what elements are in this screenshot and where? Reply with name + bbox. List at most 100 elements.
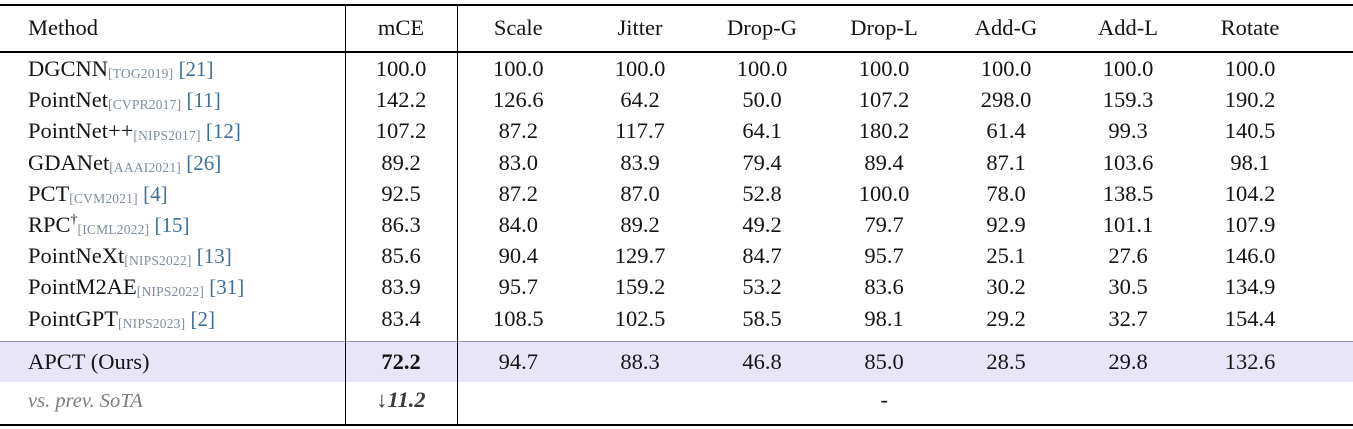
table-row: RPC†[ICML2022] [15] 86.3 84.0 89.2 49.2 79.7 9… [0, 208, 1353, 241]
value-cell: 53.2 [742, 274, 782, 300]
value-cell: 98.1 [1230, 149, 1270, 175]
column-header-jitter: Jitter [579, 5, 701, 53]
value-cell: 107.9 [1224, 212, 1276, 238]
value-cell: 100.0 [980, 56, 1032, 82]
citation-link[interactable]: [13] [191, 244, 232, 269]
table-row: PointM2AE[NIPS2022] [31] 83.9 95.7 159.2 53.… [0, 271, 1353, 303]
value-cell: 50.0 [742, 87, 782, 113]
citation-link[interactable]: [11] [181, 88, 221, 113]
table-row: PointGPT[NIPS2023] [2] 83.4 108.5 102.5 58.5… [0, 302, 1353, 342]
value-cell-mce: 83.9 [344, 271, 457, 303]
venue-tag: [NIPS2023] [118, 315, 186, 331]
value-cell: 79.4 [742, 149, 782, 175]
value-cell: 94.7 [456, 340, 579, 382]
venue-tag: [ICML2022] [77, 221, 150, 237]
value-cell: 190.2 [1224, 87, 1276, 113]
method-cell: PointGPT[NIPS2023] [2] [0, 303, 345, 342]
value-cell: 78.0 [986, 180, 1026, 206]
value-cell: 98.1 [864, 305, 904, 331]
value-cell-mce: 107.2 [344, 115, 457, 147]
sota-mce-cell: ↓11.2 [344, 381, 457, 426]
method-label: PCT [28, 180, 70, 206]
value-cell: 89.4 [864, 149, 904, 175]
table-row: PointNeXt[NIPS2022] [13] 85.6 90.4 129.7 84.… [0, 240, 1353, 272]
highlight-row-apct: APCT (Ours) 72.2 94.7 88.3 46.8 85.0 28.… [0, 340, 1353, 382]
method-label-apct: APCT (Ours) [0, 340, 345, 382]
value-cell: 99.3 [1108, 118, 1148, 144]
value-cell: 108.5 [456, 302, 579, 342]
value-cell: 61.4 [986, 118, 1026, 144]
value-cell: 84.7 [742, 243, 782, 269]
value-cell: 29.2 [986, 305, 1026, 331]
value-cell: 58.5 [742, 305, 782, 331]
header-row: Method mCE Scale Jitter Drop-G Drop-L Add-G Add… [0, 5, 1353, 53]
method-label: PointNet [28, 87, 109, 113]
value-cell: 85.0 [823, 340, 945, 382]
value-cell: 134.9 [1224, 274, 1276, 300]
citation-link[interactable]: [31] [204, 275, 245, 300]
value-cell-mce: 100.0 [344, 52, 457, 85]
value-cell: 30.5 [1108, 274, 1148, 300]
method-cell: PointNeXt[NIPS2022] [13] [0, 240, 345, 271]
value-cell: 117.7 [615, 118, 665, 144]
table-row: PointNet[CVPR2017] [11] 142.2 126.6 64.2 50.… [0, 84, 1353, 116]
value-cell: 159.3 [1102, 87, 1154, 113]
value-cell: 154.4 [1224, 305, 1276, 331]
method-cell: PointNet[CVPR2017] [11] [0, 84, 345, 115]
citation-link[interactable]: [26] [180, 150, 222, 175]
method-cell: PCT[CVM2021] [4] [0, 178, 345, 209]
method-label: GDANet [28, 149, 110, 175]
value-cell: 90.4 [456, 240, 579, 272]
mce-improvement-value: ↓11.2 [376, 386, 426, 412]
value-cell: 101.1 [1102, 212, 1154, 238]
method-label: PointGPT [28, 305, 119, 331]
value-cell: 159.2 [614, 274, 666, 300]
value-cell: 95.7 [456, 271, 579, 303]
sota-delta-row: vs. prev. SoTA ↓11.2 - [0, 381, 1353, 426]
citation-link[interactable]: [4] [137, 181, 168, 206]
value-cell: 88.3 [579, 340, 701, 382]
value-cell: 132.6 [1189, 340, 1353, 382]
value-cell: 83.9 [620, 149, 660, 175]
value-cell: 92.9 [986, 212, 1026, 238]
column-header-method: Method [0, 5, 345, 53]
value-cell: 100.0 [858, 180, 910, 206]
value-cell: 87.2 [456, 177, 579, 209]
venue-tag: [CVM2021] [69, 190, 138, 206]
value-cell-mce: 89.2 [344, 146, 457, 178]
venue-tag: [AAAI2021] [109, 159, 181, 175]
value-cell: 140.5 [1224, 118, 1276, 144]
value-cell: 100.0 [858, 56, 910, 82]
method-label: PointNet++ [28, 118, 134, 144]
venue-tag: [NIPS2022] [124, 253, 192, 269]
value-cell: 64.1 [742, 118, 782, 144]
value-cell: 103.6 [1102, 149, 1154, 175]
value-cell: 100.0 [736, 56, 788, 82]
value-cell: 138.5 [1102, 180, 1154, 206]
value-cell: 25.1 [986, 243, 1026, 269]
citation-link[interactable]: [2] [185, 306, 216, 331]
value-cell: 49.2 [742, 212, 782, 238]
dagger-mark: † [70, 212, 78, 228]
column-header-drop-l: Drop-L [823, 5, 945, 53]
citation-link[interactable]: [12] [200, 119, 241, 144]
value-cell: 180.2 [858, 118, 910, 144]
citation-link[interactable]: [21] [173, 57, 214, 81]
method-label: PointM2AE [28, 274, 137, 300]
sota-dash-cell: - [456, 381, 1353, 426]
value-cell: 146.0 [1224, 243, 1276, 269]
method-label: PointNeXt [28, 243, 125, 269]
citation-link[interactable]: [15] [149, 212, 190, 237]
value-cell-mce: 72.2 [344, 340, 457, 382]
value-cell: 27.6 [1108, 243, 1148, 269]
value-cell: 32.7 [1108, 305, 1148, 331]
value-cell: 87.2 [456, 115, 579, 147]
benchmark-table: Method mCE Scale Jitter Drop-G Drop-L Add-G Add… [0, 4, 1353, 427]
value-cell: 52.8 [742, 180, 782, 206]
value-cell: 79.7 [864, 212, 904, 238]
method-cell: DGCNN[TOG2019] [21] [0, 52, 345, 84]
value-cell-mce: 86.3 [344, 208, 457, 241]
sota-label-cell: vs. prev. SoTA [0, 382, 345, 426]
value-cell: 28.5 [945, 340, 1067, 382]
